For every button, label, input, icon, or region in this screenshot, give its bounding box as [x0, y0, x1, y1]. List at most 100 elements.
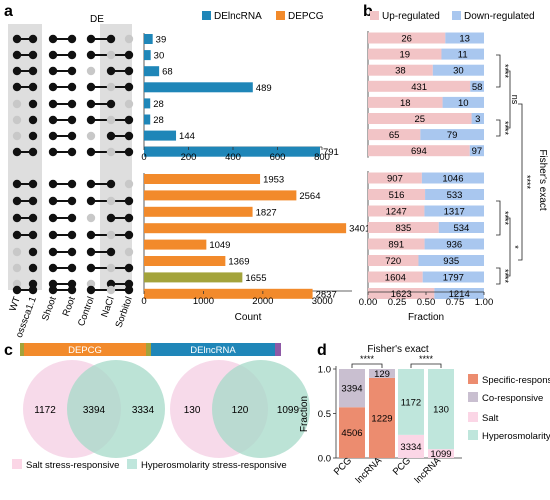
matrix-bot-dot-7-6 [124, 285, 134, 295]
pcg-frac-down-label-4: 936 [446, 240, 462, 251]
matrix-top-dot-0-5 [106, 34, 116, 44]
stacked-fraction-panel: Fisher's exact 0.0 0.5 1.0 Fraction 4506 3394 P… [299, 344, 550, 486]
matrix-bot-dot-5-6 [124, 263, 134, 273]
matrix-top-dot-0-0 [12, 34, 22, 44]
lnc-bars-bar-2 [144, 66, 160, 77]
matrix-bot-dot-7-4 [86, 285, 96, 295]
de-label: DE [90, 14, 104, 25]
d-legend-label-hyper: Hyperosmolarity [482, 431, 550, 442]
c-bar-mid [146, 343, 151, 356]
pcg-frac-up-label-5: 720 [385, 256, 401, 267]
pcg-frac-up-7 [368, 288, 435, 299]
d-bar-2-hyper [398, 369, 424, 435]
venn-0-right-only: 3334 [132, 405, 155, 416]
lnc-frac-down-0 [445, 32, 484, 44]
matrix-top-dot-6-6 [124, 131, 134, 141]
matrix-top-dot-0-3 [67, 34, 77, 44]
matrix-top-dot-7-1 [28, 147, 38, 157]
matrix-bot-dot-3-0 [12, 230, 22, 240]
c-bar-delncrna [151, 343, 275, 356]
lnc-frac-up-label-1: 19 [399, 50, 410, 61]
sig-bot-2-label: **** [500, 269, 510, 284]
matrix-bot-dot-4-2 [48, 247, 58, 257]
lnc-bars-value-5: 28 [153, 115, 164, 126]
panel-letter-c: c [4, 342, 13, 359]
pcg-frac-up-4 [368, 238, 425, 250]
d-bar-1-co [369, 369, 395, 378]
legend-a: DElncRNA DEPCG [202, 11, 324, 22]
lnc-frac-up-label-4: 18 [400, 98, 411, 109]
lnc-bars-value-6: 144 [179, 131, 195, 142]
lnc-bars-bar-3 [144, 82, 253, 93]
legend-label-delncrna: DElncRNA [214, 11, 262, 22]
lnc-bars-bar-4 [144, 98, 151, 109]
d-bar-label-1-1: 129 [374, 369, 390, 380]
lnc-frac-up-label-0: 26 [401, 34, 412, 45]
legend-swatch-hyper-stress [127, 459, 137, 469]
legend-swatch-delncrna [202, 11, 211, 20]
matrix-bot-dot-0-0 [12, 179, 22, 189]
matrix-top-dot-1-4 [86, 50, 96, 60]
condition-label-2: Shoot [40, 295, 59, 322]
matrix-bot-dot-3-4 [86, 230, 96, 240]
pcg-frac-down-label-5: 935 [443, 256, 459, 267]
pcg-bars-value-6: 1655 [245, 273, 266, 284]
lnc-frac-down-label-6: 79 [447, 130, 458, 141]
pcg-frac-up-5 [368, 255, 419, 266]
c-bar-label-depcg: DEPCG [68, 345, 102, 356]
sig-top-1-label: **** [500, 64, 510, 79]
d-sig-label-0: **** [360, 354, 375, 364]
matrix-top-dot-0-2 [48, 34, 58, 44]
matrix-top-dot-2-0 [12, 66, 22, 76]
matrix-bot-dot-1-3 [67, 196, 77, 206]
pcg-bars-bar-3 [144, 223, 347, 234]
matrix-top-dot-1-1 [28, 50, 38, 60]
matrix-top-dot-3-1 [28, 82, 38, 92]
matrix-top-dot-5-2 [48, 115, 58, 125]
d-bar-label-0-1: 3394 [341, 384, 362, 395]
matrix-bot-dot-2-3 [67, 213, 77, 223]
lnc-bars-tick-label-1: 200 [181, 152, 197, 163]
pcg-frac-down-0 [421, 172, 484, 184]
venn-panel: DEPCG DElncRNA 1172 3394 3334 130 120 1099 Salt … [12, 343, 310, 471]
d-category-label-1: lncRNA [354, 455, 385, 486]
matrix-bot-dot-3-6 [124, 230, 134, 240]
pcg-frac-down-label-0: 1046 [442, 174, 463, 185]
matrix-bot-dot-7-3 [67, 285, 77, 295]
venn-1-right-only: 1099 [277, 405, 300, 416]
pcg-bars-bar-2 [144, 206, 253, 217]
lnc-frac-up-5 [368, 113, 472, 124]
matrix-top-dot-3-5 [106, 82, 116, 92]
lnc-bars-value-2: 68 [162, 67, 173, 78]
d-legend-label-salt: Salt [482, 413, 499, 424]
lnc-bars-bar-5 [144, 114, 151, 125]
matrix-top-dot-3-2 [48, 82, 58, 92]
matrix-bot-dot-2-1 [28, 213, 38, 223]
matrix-bot-dot-0-3 [67, 179, 77, 189]
lnc-frac-down-2 [432, 64, 484, 76]
pcg-frac-down-3 [438, 222, 484, 233]
matrix-top-dot-1-5 [106, 50, 116, 60]
d-legend-swatch-co [468, 392, 478, 402]
matrix-bot-dot-7-5 [106, 285, 116, 295]
pcg-bars-bar-1 [144, 190, 297, 201]
matrix-bot-dot-5-2 [48, 263, 58, 273]
d-bar-1-specific [369, 377, 395, 458]
matrix-bot-dot-1-2 [48, 196, 58, 206]
matrix-bot-dot-5-1 [28, 263, 38, 273]
lnc-frac-up-7 [368, 145, 470, 157]
venn-1-hyper-circle [212, 360, 310, 458]
lnc-frac-up-label-5: 25 [414, 114, 425, 125]
venn-0-overlap: 3394 [83, 405, 106, 416]
matrix-bot-dot-6-0 [12, 279, 22, 289]
lnc-frac-down-label-7: 97 [472, 146, 483, 157]
lnc-frac-down-label-1: 11 [458, 50, 468, 61]
condition-label-6: Sorbitol [113, 295, 134, 329]
condition-label-5: NaCl [99, 295, 117, 319]
pcg-bars-tick-label-3: 3000 [312, 296, 333, 307]
matrix-top-dot-5-5 [106, 115, 116, 125]
matrix-top-dot-0-1 [28, 34, 38, 44]
matrix-bot-dot-1-0 [12, 196, 22, 206]
matrix-bot-dot-4-6 [124, 247, 134, 257]
matrix-top-dot-6-5 [106, 131, 116, 141]
